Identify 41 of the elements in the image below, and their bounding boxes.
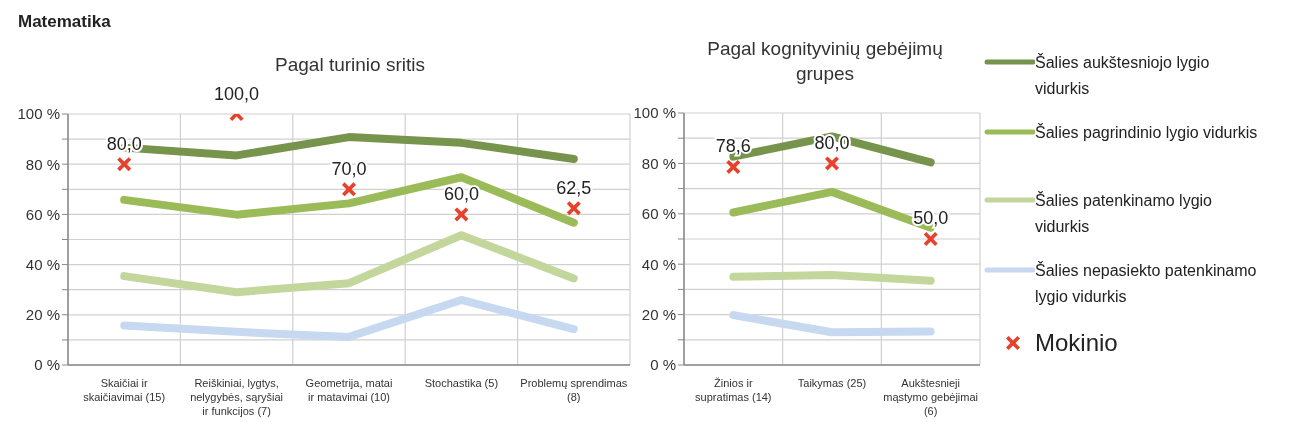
y-tick-label: 20 % — [641, 305, 676, 323]
y-tick-label: 40 % — [641, 255, 676, 273]
legend-label: Šalies nepasiekto patenkinamo lygio vidurkis — [1035, 260, 1258, 307]
x-tick-label: Reiškiniai, lygtys, nelygybės, sąryšiai ir funkcijos (7) — [190, 377, 284, 417]
y-tick-label: 100 % — [633, 104, 676, 122]
x-tick-label: Taikymas (25) — [797, 377, 867, 389]
chart-title: Pagal kognityvinių gebėjimų grupes — [706, 37, 944, 86]
y-tick-label: 20 % — [25, 306, 60, 324]
data-label: 50,0 — [913, 208, 949, 229]
y-tick-label: 80 % — [641, 154, 676, 172]
point — [117, 157, 132, 172]
data-label: 60,0 — [443, 183, 479, 204]
point — [342, 182, 356, 197]
point — [454, 207, 469, 222]
y-tick-label: 0 % — [650, 356, 676, 374]
y-tick-label: 60 % — [25, 205, 60, 223]
y-tick-label: 60 % — [641, 205, 676, 223]
data-label: 70,0 — [331, 158, 367, 179]
legend-label: Šalies patenkinamo lygio vidurkis — [1035, 190, 1213, 237]
text: Matematika — [18, 12, 111, 32]
x-tick-label: Žinios ir supratimas (14) — [695, 377, 772, 403]
point — [726, 159, 741, 174]
chart-title: Pagal turinio sritis — [275, 54, 425, 75]
legend-label: Šalies pagrindinio lygio vidurkis — [1035, 122, 1259, 143]
data-label: 78,6 — [715, 136, 751, 157]
point — [566, 201, 581, 216]
point — [923, 232, 938, 246]
x-tick-label: Geometrija, matai ir matavimai (10) — [305, 377, 393, 403]
x-tick-label: Skaičiai ir skaičiavimai (15) — [83, 377, 166, 403]
x-tick-label: Problemų sprendimas (8) — [520, 377, 628, 403]
legend-label: Šalies aukštesniojo lygio vidurkis — [1035, 52, 1211, 99]
y-tick-label: 100 % — [17, 105, 60, 123]
legend-label: Mokinio — [1035, 329, 1118, 357]
y-tick-label: 40 % — [25, 255, 60, 273]
x-tick-label: Stochastika (5) — [424, 377, 499, 389]
y-tick-label: 0 % — [34, 356, 60, 374]
y-tick-label: 80 % — [25, 155, 60, 173]
data-label: 62,5 — [556, 177, 592, 198]
point — [825, 156, 839, 171]
data-label: 100,0 — [214, 83, 260, 104]
x-tick-label: Aukštesnieji mąstymo gebėjimai (6) — [883, 377, 979, 417]
